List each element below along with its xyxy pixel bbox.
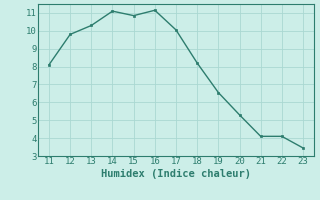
X-axis label: Humidex (Indice chaleur): Humidex (Indice chaleur)	[101, 169, 251, 179]
